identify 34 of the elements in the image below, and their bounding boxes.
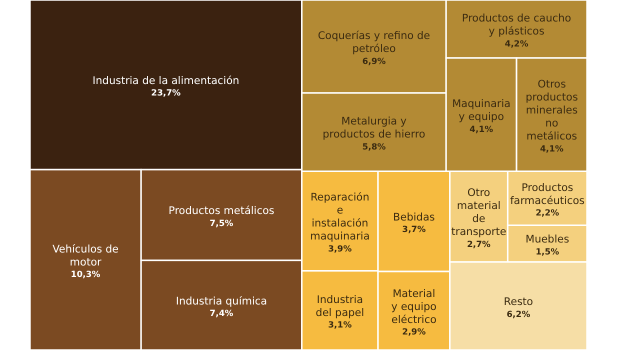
category-label: Bebidas — [393, 211, 435, 224]
data-label: 7,5% — [210, 218, 234, 229]
data-label: 2,2% — [536, 208, 560, 219]
data-label: 1,5% — [536, 247, 560, 258]
category-label: Muebles — [526, 234, 570, 246]
category-label: Material y equipo eléctrico — [391, 288, 437, 326]
data-label: 2,7% — [466, 240, 492, 250]
category-label: Coquerías y refino de petróleo — [318, 30, 430, 56]
category-label: Reparación e instalación maquinaria — [310, 192, 370, 243]
data-label: 3,7% — [402, 225, 426, 236]
data-label: 4,2% — [504, 39, 529, 50]
category-label: Maquinaria y equipo — [452, 98, 511, 124]
category-label: Otros productos minerales no metálicos — [526, 78, 578, 143]
category-label: Productos metálicos — [168, 205, 274, 218]
data-label: 2,9% — [402, 328, 426, 338]
data-label: 6,9% — [362, 56, 386, 67]
category-label: Industria del papel — [316, 294, 364, 320]
data-label: 6,2% — [506, 310, 531, 320]
data-label: 10,3% — [70, 270, 101, 280]
data-label: 7,4% — [210, 309, 234, 320]
category-label: Otro material de transporte — [451, 187, 506, 238]
data-label: 3,1% — [328, 320, 352, 331]
data-label: 4,1% — [540, 144, 564, 154]
category-label: Productos de caucho y plásticos — [462, 12, 572, 38]
category-label: Vehículos de motor — [52, 243, 119, 268]
data-label: 5,8% — [362, 142, 386, 152]
data-label: 3,9% — [328, 244, 352, 254]
category-label: Industria química — [176, 295, 268, 308]
category-label: Metalurgia y productos de hierro — [322, 116, 426, 141]
category-label: Industria de la alimentación — [92, 74, 240, 87]
category-label: Resto — [504, 296, 534, 308]
category-label: Productos farmacéuticos — [510, 182, 585, 207]
data-label: 4,1% — [470, 124, 494, 135]
data-label: 23,7% — [151, 88, 182, 99]
